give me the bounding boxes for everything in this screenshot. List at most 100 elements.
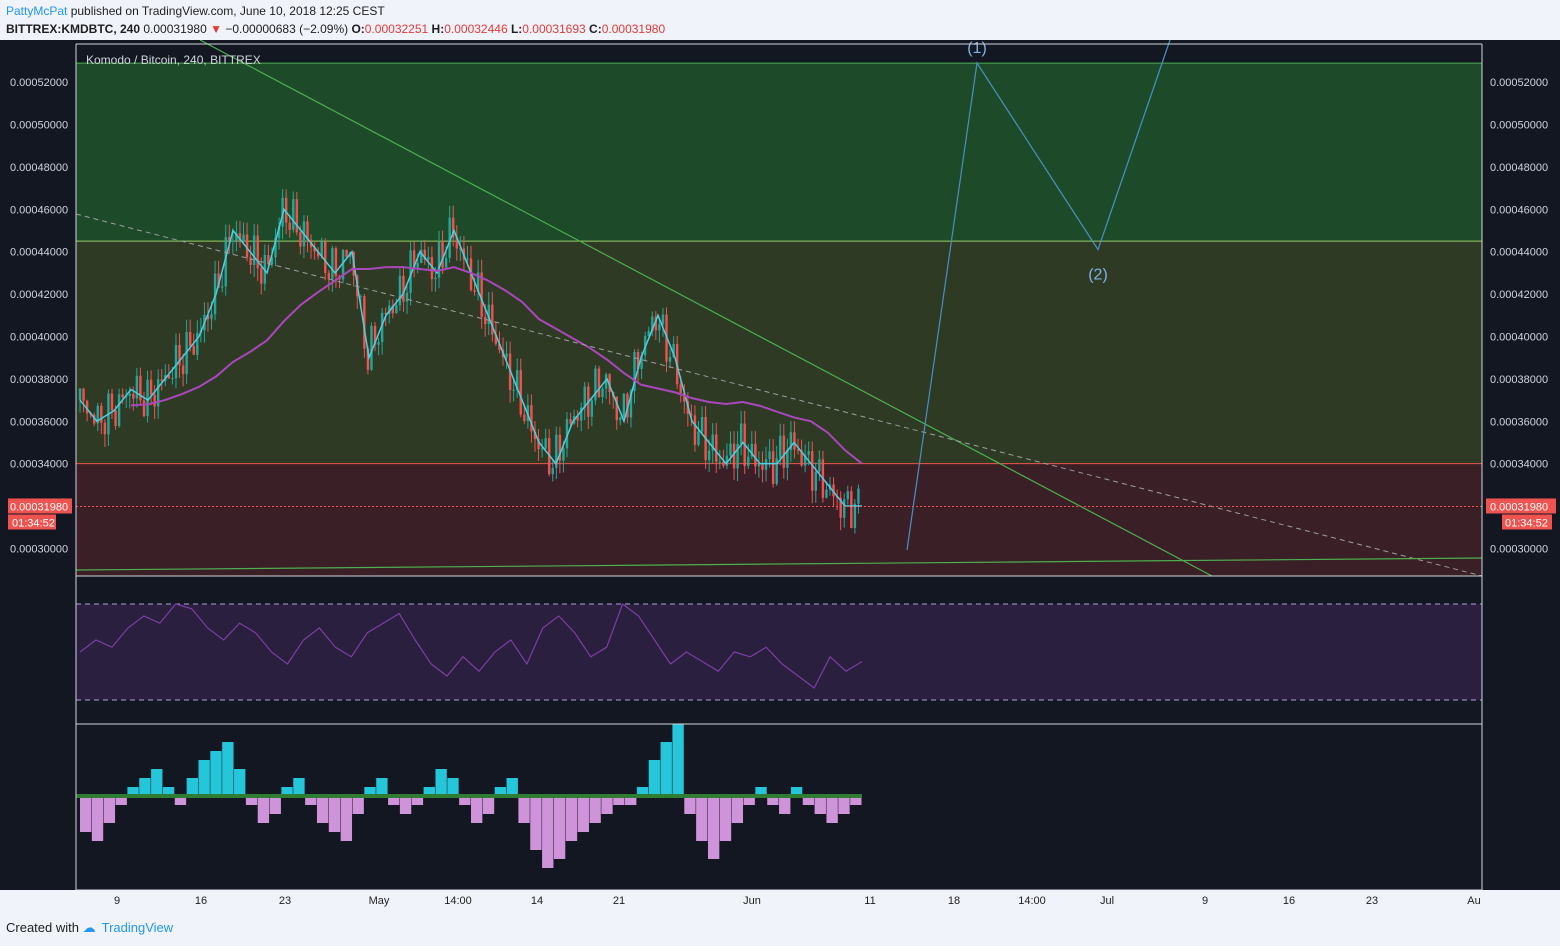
price-tag-right xyxy=(1486,498,1556,514)
candle-body xyxy=(494,334,498,344)
x-tick-label: 16 xyxy=(195,895,207,907)
momentum-bar xyxy=(542,796,554,868)
y-tick-label: 0.00038000 xyxy=(10,374,68,386)
candle-body xyxy=(149,379,153,395)
candle-body xyxy=(729,443,732,456)
candle-body xyxy=(551,468,554,475)
momentum-bar xyxy=(435,769,447,796)
candle-body xyxy=(121,394,124,398)
momentum-bar xyxy=(565,796,578,841)
candle-body xyxy=(512,389,515,391)
candle-body xyxy=(786,449,789,468)
candle-body xyxy=(295,199,299,233)
momentum-bar xyxy=(719,796,732,841)
candle-body xyxy=(267,254,270,265)
momentum-bar xyxy=(577,796,589,832)
y-tick-label: 0.00040000 xyxy=(1490,331,1548,343)
candle-body xyxy=(416,262,419,268)
candle-body xyxy=(341,249,345,280)
rsi-band-fill xyxy=(76,604,1482,700)
candle-body xyxy=(366,348,370,370)
momentum-bar xyxy=(198,760,210,796)
candle-body xyxy=(747,456,750,467)
candle-body xyxy=(103,422,107,435)
momentum-bar xyxy=(91,796,104,841)
candle-body xyxy=(213,273,217,315)
candle-body xyxy=(853,503,857,529)
candle-body xyxy=(846,491,849,500)
y-tick-label: 0.00036000 xyxy=(1490,416,1548,428)
candle-body xyxy=(761,464,764,470)
y-tick-label: 0.00046000 xyxy=(1490,204,1548,216)
candle-body xyxy=(775,458,778,484)
candle-body xyxy=(707,450,711,461)
candle-body xyxy=(270,257,274,265)
candle-body xyxy=(434,277,437,280)
author-link[interactable]: PattyMcPat xyxy=(6,4,68,18)
candle-body xyxy=(231,240,235,242)
momentum-bar xyxy=(127,787,139,796)
candle-body xyxy=(793,432,796,450)
momentum-bar xyxy=(174,796,187,805)
candle-body xyxy=(594,368,597,401)
candle-body xyxy=(135,375,139,399)
candle-body xyxy=(839,497,842,518)
tradingview-link[interactable]: TradingView xyxy=(101,920,174,935)
trading-chart[interactable]: (1)(2) 80.000080.000060.000060.000040.00… xyxy=(0,40,1560,910)
price-change: −0.00000683 (−2.09%) xyxy=(225,22,349,36)
candle-body xyxy=(377,342,380,345)
candle-body xyxy=(576,415,579,421)
y-tick-label: 0.00046000 xyxy=(10,204,68,216)
momentum-bar xyxy=(364,787,376,796)
candle-body xyxy=(217,273,220,288)
momentum-bar xyxy=(328,796,341,832)
candle-body xyxy=(363,296,366,349)
candle-body xyxy=(292,199,295,230)
candle-body xyxy=(452,217,455,238)
price-tag-right-text: 0.00031980 xyxy=(1490,501,1548,513)
price-tag-left-text: 0.00031980 xyxy=(10,501,68,513)
candle-body xyxy=(128,393,131,396)
y-tick-label: 0.00044000 xyxy=(1490,247,1548,259)
tradingview-logo-icon: ☁ xyxy=(82,920,96,935)
candle-body xyxy=(722,461,725,466)
candle-body xyxy=(750,443,754,457)
momentum-bar xyxy=(648,760,661,796)
momentum-bar xyxy=(696,796,708,841)
candle-body xyxy=(540,448,544,450)
momentum-bar xyxy=(755,787,767,796)
candle-body xyxy=(370,325,373,370)
candle-body xyxy=(284,197,288,223)
momentum-bar xyxy=(162,787,175,796)
candle-body xyxy=(732,443,736,469)
price-tag-left xyxy=(8,498,72,514)
x-tick-label: 14:00 xyxy=(1018,895,1046,907)
candle-body xyxy=(857,488,860,504)
candle-body xyxy=(466,258,469,260)
candle-body xyxy=(768,451,771,460)
candle-body xyxy=(96,405,99,424)
candle-body xyxy=(569,419,572,424)
candle-body xyxy=(320,241,323,257)
candle-body xyxy=(487,304,490,325)
candle-body xyxy=(228,237,231,242)
y-tick-label: 0.00050000 xyxy=(1490,120,1548,132)
countdown-right xyxy=(1502,514,1552,530)
last-price: 0.00031980 xyxy=(143,22,207,36)
candle-body xyxy=(448,217,451,258)
momentum-bar xyxy=(222,742,234,796)
candle-body xyxy=(256,235,259,269)
candle-body xyxy=(412,250,416,268)
candle-body xyxy=(306,221,309,240)
y-tick-label: 0.00034000 xyxy=(10,459,68,471)
candle-body xyxy=(473,290,476,292)
momentum-bar xyxy=(281,787,293,796)
candle-body xyxy=(800,450,803,466)
candle-body xyxy=(484,316,487,325)
candle-body xyxy=(242,234,245,242)
momentum-bar xyxy=(340,796,353,841)
candle-body xyxy=(82,388,85,401)
momentum-bar xyxy=(115,796,127,805)
candle-body xyxy=(825,489,828,498)
candle-body xyxy=(324,241,327,273)
